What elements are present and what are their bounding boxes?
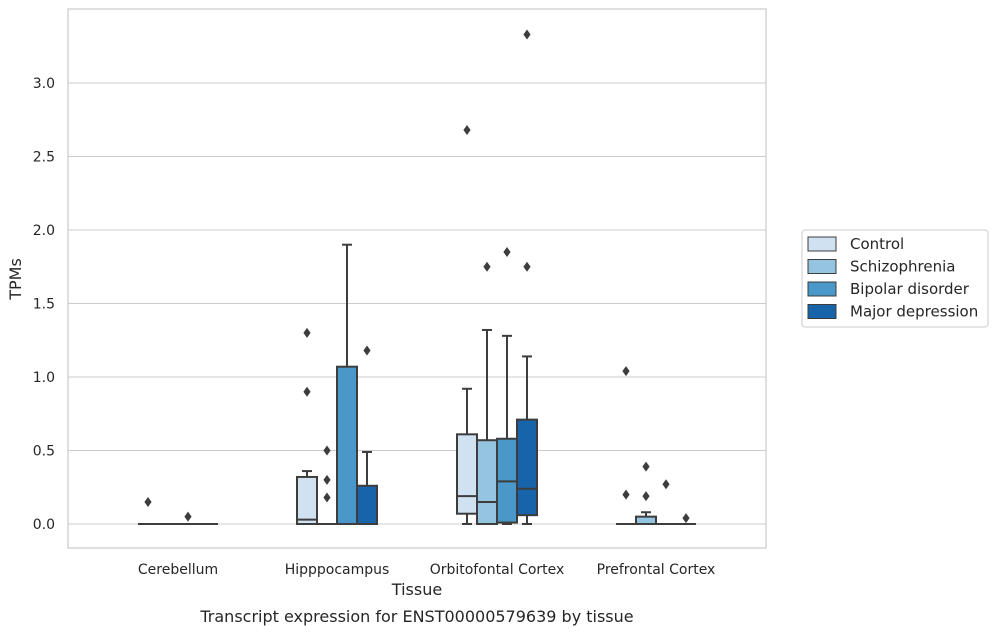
outlier-point xyxy=(622,366,630,377)
legend-label: Bipolar disorder xyxy=(850,280,970,298)
y-tick-label: 0.5 xyxy=(33,444,55,460)
box xyxy=(516,355,538,525)
legend-swatch xyxy=(807,304,837,319)
chart-caption: Transcript expression for ENST0000057963… xyxy=(199,607,633,626)
legend-swatch xyxy=(807,236,837,252)
y-tick-label: 3.0 xyxy=(33,76,55,92)
legend-frame xyxy=(801,229,989,328)
box xyxy=(476,328,498,525)
outlier-point xyxy=(483,261,491,272)
outlier-point xyxy=(503,247,511,258)
box-body xyxy=(336,365,358,525)
outlier-point xyxy=(184,511,192,522)
legend-swatch xyxy=(807,281,837,297)
x-tick-label: Cerebellum xyxy=(138,562,218,578)
box xyxy=(635,511,657,526)
outlier-point xyxy=(642,491,650,502)
y-tick-label: 0.0 xyxy=(33,517,55,533)
outlier-point xyxy=(463,125,471,136)
box xyxy=(296,470,318,525)
legend-label: Major depression xyxy=(850,303,978,321)
legend-swatch xyxy=(807,259,837,274)
box xyxy=(496,334,518,525)
box-body xyxy=(356,484,378,525)
y-tick-label: 2.0 xyxy=(33,223,55,239)
x-tick-label: Prefrontal Cortex xyxy=(597,562,716,578)
x-tick-label: Hipppocampus xyxy=(285,562,390,578)
outlier-point xyxy=(682,513,690,524)
box xyxy=(356,450,378,525)
legend-label: Control xyxy=(850,235,904,253)
box-body xyxy=(635,515,657,526)
outlier-point xyxy=(523,29,531,40)
x-tick-labels: Cerebellum Hipppocampus Orbitofontal Corte… xyxy=(138,562,715,578)
box-body xyxy=(296,475,318,525)
outlier-point xyxy=(662,479,670,490)
box-body xyxy=(476,439,498,525)
legend-item: Schizophrenia xyxy=(807,258,955,276)
grid-lines xyxy=(68,82,766,525)
box xyxy=(336,243,358,525)
legend: Control Schizophrenia Bipolar disorder Majo… xyxy=(801,229,989,328)
outlier-point xyxy=(303,327,311,338)
outlier-point xyxy=(642,461,650,472)
boxes xyxy=(138,243,696,526)
y-tick-labels: 0.0 0.5 1.0 1.5 2.0 2.5 3.0 xyxy=(33,76,55,533)
x-tick-label: Orbitofontal Cortex xyxy=(430,562,565,578)
box-body xyxy=(516,418,538,517)
plot-frame xyxy=(67,8,767,549)
legend-item: Control xyxy=(807,235,904,253)
outlier-point xyxy=(523,261,531,272)
outlier-point xyxy=(323,492,331,503)
legend-items: Control Schizophrenia Bipolar disorder Majo… xyxy=(807,235,978,321)
legend-item: Major depression xyxy=(807,303,978,321)
x-axis-label: Tissue xyxy=(391,580,442,599)
y-tick-label: 1.0 xyxy=(33,370,55,386)
outlier-point xyxy=(323,445,331,456)
box xyxy=(456,387,478,525)
outlier-point xyxy=(303,386,311,397)
y-tick-label: 2.5 xyxy=(33,150,55,166)
outlier-point xyxy=(144,496,152,507)
legend-label: Schizophrenia xyxy=(850,258,955,276)
y-axis-label: TPMs xyxy=(6,258,25,301)
legend-item: Bipolar disorder xyxy=(807,280,970,298)
outliers xyxy=(144,29,690,524)
box-body xyxy=(456,433,478,515)
outlier-point xyxy=(622,489,630,500)
y-tick-label: 1.5 xyxy=(33,297,55,313)
outlier-point xyxy=(363,345,371,356)
outlier-point xyxy=(323,474,331,485)
